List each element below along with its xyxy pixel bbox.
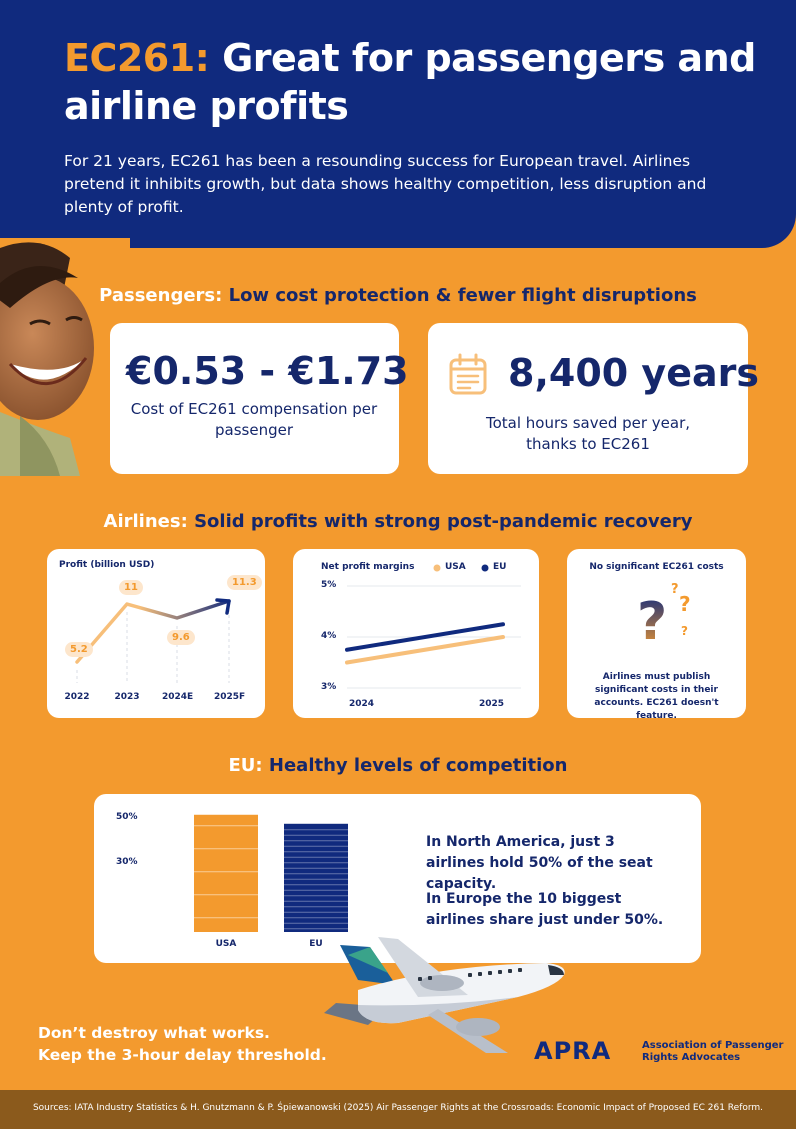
cta-line-2: Keep the 3-hour delay threshold. [38, 1046, 327, 1064]
competition-text-na: In North America, just 3 airlines hold 5… [426, 834, 653, 892]
legend-dot-usa [433, 564, 441, 572]
profit-x-tick: 2025F [214, 692, 246, 702]
margin-x-tick: 2024 [349, 699, 375, 709]
time-saved-card: 8,400 years Total hours saved per year, … [428, 323, 759, 474]
airplane-illustration [318, 935, 570, 1055]
no-costs-text: Airlines must publish significant costs … [594, 672, 719, 721]
svg-text:?: ? [681, 624, 688, 638]
hero-banner: EC261: Great for passengers and airline … [0, 0, 796, 248]
profit-x-tick: 2022 [64, 692, 90, 702]
legend-label-eu: EU [493, 562, 507, 572]
bar-x-tick: USA [215, 939, 237, 949]
margins-chart [345, 564, 521, 689]
profit-x-tick: 2023 [114, 692, 140, 702]
time-saved-label: Total hours saved per year, thanks to EC… [485, 414, 691, 453]
svg-text:?: ? [637, 592, 667, 649]
apra-name: Association of Passenger Rights Advocate… [642, 1040, 784, 1063]
time-saved-value: 8,400 years [508, 351, 759, 395]
cta-line-1: Don’t destroy what works. [38, 1024, 270, 1042]
margin-y-tick: 4% [321, 631, 337, 641]
calendar-icon [448, 353, 488, 399]
margins-chart-title: Net profit margins [321, 562, 415, 572]
competition-text-eu: In Europe the 10 biggest airlines share … [426, 891, 664, 928]
footer: Sources: IATA Industry Statistics & H. G… [0, 1090, 796, 1129]
bar-eu [284, 823, 348, 932]
svg-text:?: ? [671, 582, 679, 597]
no-costs-title: No significant EC261 costs [589, 562, 724, 572]
margin-line-eu [345, 622, 505, 652]
question-mark-icon: ? ? ? ? [633, 577, 703, 653]
bar-y-tick: 50% [116, 812, 138, 823]
profit-arrowhead [215, 598, 231, 615]
profit-value-label: 11.3 [227, 575, 262, 590]
profit-line [75, 599, 231, 664]
profit-value-label: 9.6 [167, 630, 195, 645]
margin-y-tick: 5% [321, 580, 337, 590]
call-to-action: Don’t destroy what works. Keep the 3-hou… [38, 1022, 327, 1066]
legend-label-usa: USA [445, 562, 466, 572]
intro-text: For 21 years, EC261 has been a resoundin… [64, 152, 707, 216]
no-costs-card: No significant EC261 costs ? ? ? ? Airli… [567, 549, 746, 721]
profit-value-label: 11 [119, 580, 143, 595]
bar-x-tick: EU [309, 939, 323, 949]
margin-line-usa [345, 635, 505, 665]
cost-card: €0.53 - €1.73 Cost of EC261 compensation… [110, 323, 409, 474]
cost-label: Cost of EC261 compensation per passenger [130, 400, 378, 439]
svg-text:?: ? [679, 592, 691, 616]
competition-heading: EU: Healthy levels of competition [228, 755, 568, 776]
profit-x-tick: 2024E [162, 692, 194, 702]
bar-y-tick: 30% [116, 857, 138, 868]
profit-chart [75, 598, 231, 683]
sources-text: Sources: IATA Industry Statistics & H. G… [32, 1103, 764, 1113]
page-title: EC261: Great for passengers and airline … [64, 36, 756, 128]
bar-usa [194, 814, 258, 932]
profit-chart-title: Profit (billion USD) [59, 560, 155, 570]
cost-value: €0.53 - €1.73 [126, 349, 409, 393]
airlines-heading: Airlines: Solid profits with strong post… [103, 511, 693, 532]
margin-x-tick: 2025 [479, 699, 505, 709]
competition-chart [194, 814, 348, 932]
passengers-heading: Passengers: Low cost protection & fewer … [99, 285, 697, 306]
competition-card: USA EU 50% 30% In North America, just 3 air… [94, 794, 701, 963]
margins-chart-card: Net profit margins 5% 4% 3% USA EU 2024 2025 [293, 549, 539, 718]
profit-value-label: 5.2 [65, 642, 93, 657]
profit-chart-card: Profit (billion USD) 5.2 2022 11 2023 9.6 202… [47, 549, 265, 718]
apra-logo: APRA [534, 1037, 612, 1065]
passenger-photo [0, 238, 130, 476]
legend-dot-eu [481, 564, 489, 572]
margin-y-tick: 3% [321, 682, 337, 692]
